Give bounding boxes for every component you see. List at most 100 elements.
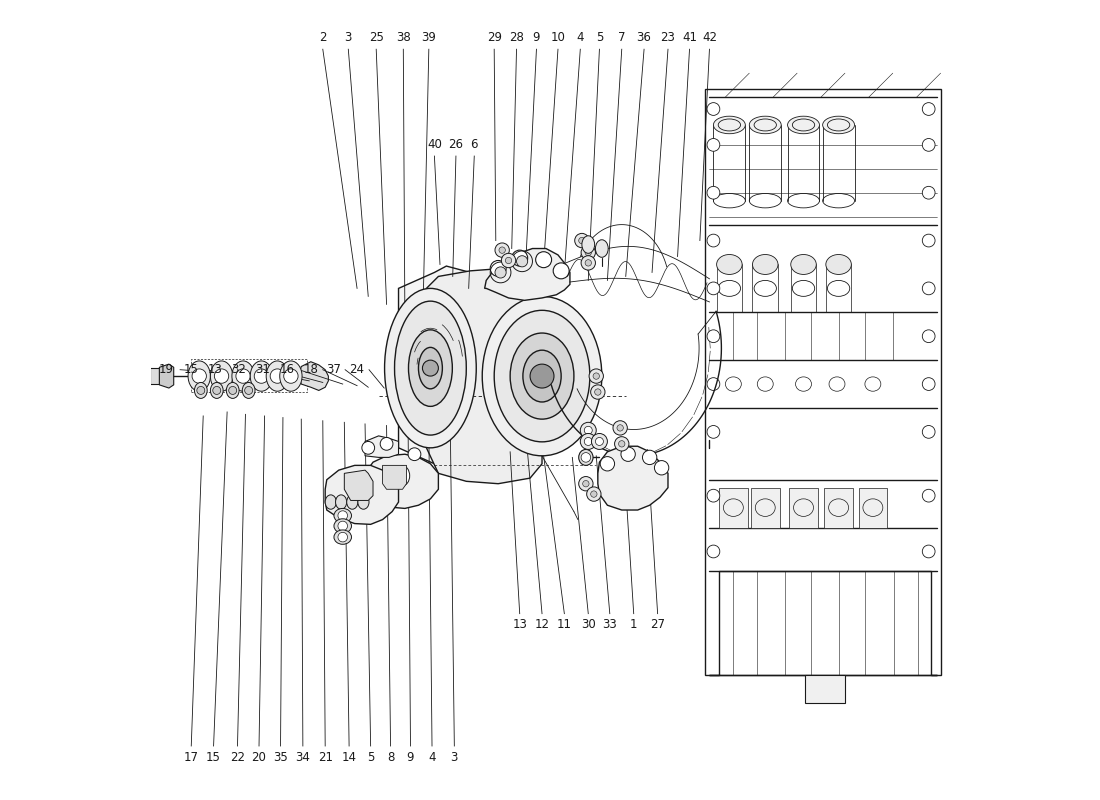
Circle shape xyxy=(581,434,596,450)
Text: 5: 5 xyxy=(367,750,374,764)
Text: 33: 33 xyxy=(603,618,617,631)
Circle shape xyxy=(422,360,439,376)
Polygon shape xyxy=(719,488,748,527)
Text: 1: 1 xyxy=(630,618,638,631)
Text: 8: 8 xyxy=(387,750,394,764)
Text: 13: 13 xyxy=(208,363,222,376)
Text: 39: 39 xyxy=(421,30,437,44)
Ellipse shape xyxy=(494,310,590,442)
Ellipse shape xyxy=(346,495,358,510)
Circle shape xyxy=(922,234,935,247)
Ellipse shape xyxy=(334,518,352,533)
Circle shape xyxy=(495,243,509,258)
Circle shape xyxy=(192,369,207,383)
Circle shape xyxy=(197,386,205,394)
Circle shape xyxy=(362,442,375,454)
Ellipse shape xyxy=(788,116,820,134)
Circle shape xyxy=(707,330,719,342)
Text: 24: 24 xyxy=(350,363,364,376)
Ellipse shape xyxy=(385,288,476,448)
Circle shape xyxy=(707,426,719,438)
Ellipse shape xyxy=(408,330,452,406)
Circle shape xyxy=(495,267,506,278)
Text: 13: 13 xyxy=(513,618,527,631)
Ellipse shape xyxy=(279,361,302,391)
Circle shape xyxy=(214,369,229,383)
Circle shape xyxy=(517,256,528,267)
Ellipse shape xyxy=(826,254,851,274)
Ellipse shape xyxy=(242,382,255,398)
Ellipse shape xyxy=(250,361,273,391)
Text: 36: 36 xyxy=(637,30,651,44)
Text: 20: 20 xyxy=(252,750,266,764)
Circle shape xyxy=(381,438,393,450)
Ellipse shape xyxy=(334,509,352,522)
Circle shape xyxy=(254,369,268,383)
Ellipse shape xyxy=(418,347,442,389)
Polygon shape xyxy=(789,488,818,527)
Ellipse shape xyxy=(395,466,409,486)
Text: 37: 37 xyxy=(326,363,341,376)
Text: 4: 4 xyxy=(576,30,584,44)
Ellipse shape xyxy=(266,361,288,391)
Circle shape xyxy=(707,186,719,199)
Text: 26: 26 xyxy=(449,138,463,151)
Ellipse shape xyxy=(522,350,561,402)
Circle shape xyxy=(244,386,253,394)
Ellipse shape xyxy=(714,116,746,134)
Polygon shape xyxy=(485,249,570,300)
Text: 34: 34 xyxy=(296,750,310,764)
Circle shape xyxy=(922,378,935,390)
Circle shape xyxy=(707,102,719,115)
Polygon shape xyxy=(858,488,888,527)
Circle shape xyxy=(618,441,625,447)
Polygon shape xyxy=(150,368,166,384)
Circle shape xyxy=(579,477,593,491)
Text: 15: 15 xyxy=(184,363,199,376)
Text: 18: 18 xyxy=(304,363,318,376)
Circle shape xyxy=(585,260,592,266)
Circle shape xyxy=(271,369,285,383)
Circle shape xyxy=(235,369,250,383)
Circle shape xyxy=(502,254,516,268)
Polygon shape xyxy=(597,446,668,510)
Circle shape xyxy=(707,282,719,294)
Circle shape xyxy=(584,438,592,446)
Text: 10: 10 xyxy=(550,30,565,44)
Text: 3: 3 xyxy=(451,750,458,764)
Circle shape xyxy=(922,102,935,115)
Text: 12: 12 xyxy=(535,618,550,631)
Text: 15: 15 xyxy=(206,750,221,764)
Ellipse shape xyxy=(482,296,602,456)
Circle shape xyxy=(595,389,601,395)
Circle shape xyxy=(229,386,236,394)
Polygon shape xyxy=(427,269,542,484)
Circle shape xyxy=(586,487,601,502)
Circle shape xyxy=(922,426,935,438)
Text: 35: 35 xyxy=(273,750,288,764)
Polygon shape xyxy=(824,488,852,527)
Text: 21: 21 xyxy=(318,750,332,764)
Circle shape xyxy=(505,258,512,264)
Circle shape xyxy=(284,369,298,383)
Polygon shape xyxy=(344,470,373,501)
Circle shape xyxy=(338,511,348,520)
Circle shape xyxy=(579,238,585,244)
Circle shape xyxy=(595,438,604,446)
Circle shape xyxy=(601,457,615,471)
Text: 41: 41 xyxy=(682,30,697,44)
Circle shape xyxy=(922,282,935,294)
Text: 11: 11 xyxy=(557,618,572,631)
Text: 29: 29 xyxy=(486,30,502,44)
Polygon shape xyxy=(160,364,174,388)
Ellipse shape xyxy=(579,450,593,466)
Text: 40: 40 xyxy=(427,138,442,151)
Ellipse shape xyxy=(334,530,352,544)
Ellipse shape xyxy=(210,382,223,398)
Polygon shape xyxy=(805,675,845,703)
Ellipse shape xyxy=(595,240,608,258)
Polygon shape xyxy=(363,454,439,509)
Circle shape xyxy=(642,450,657,465)
Circle shape xyxy=(536,252,551,268)
Ellipse shape xyxy=(336,495,346,510)
